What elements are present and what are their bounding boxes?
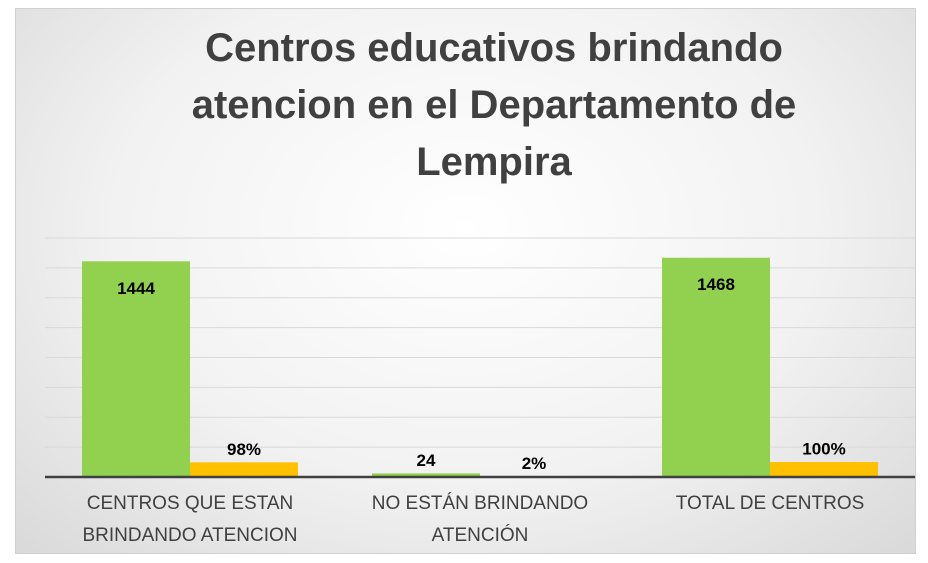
data-label: 1468: [697, 275, 735, 294]
data-label: 1444: [117, 279, 155, 298]
bar: [190, 462, 298, 477]
bar: [82, 261, 190, 477]
x-tick-label: TOTAL DE CENTROS: [675, 493, 865, 514]
chart-title: Centros educativos brindando atencion en…: [191, 26, 797, 184]
data-label: 100%: [802, 440, 845, 459]
bar: [372, 473, 480, 477]
data-label: 2%: [522, 454, 547, 473]
x-tick-label: NO ESTÁN BRINDANDO ATENCIÓN: [371, 493, 589, 546]
bar: [770, 462, 878, 477]
data-label: 98%: [227, 440, 261, 459]
data-label: 24: [417, 451, 436, 470]
bar: [662, 257, 770, 477]
x-tick-label: CENTROS QUE ESTAN BRINDANDO ATENCION: [82, 493, 298, 546]
